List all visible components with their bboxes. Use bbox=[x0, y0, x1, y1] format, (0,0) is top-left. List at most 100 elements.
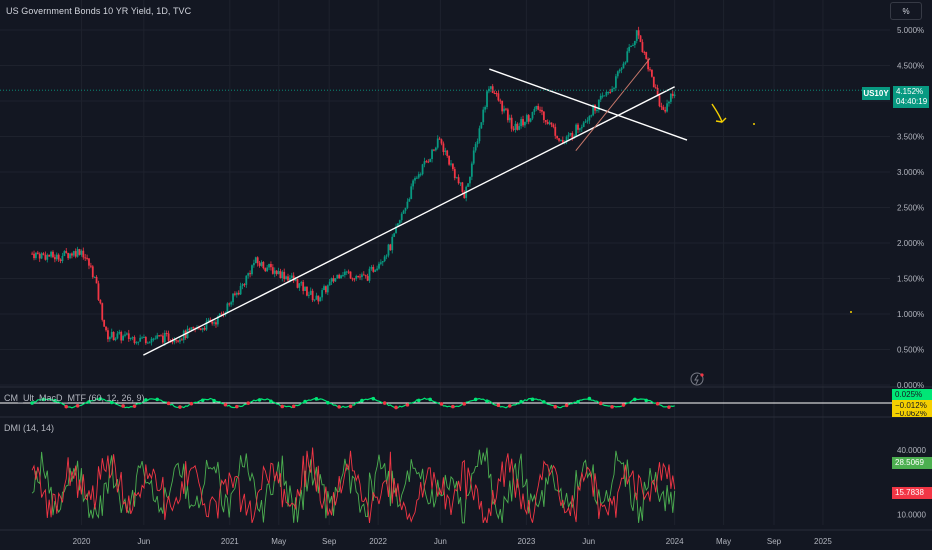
candle-body bbox=[408, 199, 410, 202]
candle-body bbox=[560, 140, 562, 141]
candle-body bbox=[443, 144, 445, 152]
macd-dot bbox=[258, 398, 262, 402]
macd-dot bbox=[303, 400, 307, 404]
candle-body bbox=[645, 52, 647, 59]
candle-body bbox=[79, 249, 81, 255]
candle-body bbox=[516, 124, 518, 130]
macd-dot bbox=[371, 397, 375, 401]
macd-dot bbox=[565, 404, 569, 408]
unit-toggle-button[interactable]: % bbox=[890, 2, 922, 20]
candle-body bbox=[266, 267, 268, 271]
last-price-value: 4.152% bbox=[896, 87, 929, 97]
candle-body bbox=[181, 339, 183, 340]
candle-body bbox=[262, 262, 264, 268]
macd-dot bbox=[394, 406, 398, 410]
candle-body bbox=[175, 340, 177, 341]
candle-body bbox=[270, 264, 272, 267]
candle-body bbox=[653, 77, 655, 88]
candle-body bbox=[480, 122, 482, 128]
candle-body bbox=[467, 183, 469, 186]
candle-body bbox=[556, 136, 558, 138]
candle-body bbox=[405, 208, 407, 211]
candle-body bbox=[624, 62, 626, 63]
candle-body bbox=[543, 112, 545, 120]
candle-body bbox=[247, 273, 249, 275]
candle-body bbox=[602, 96, 604, 97]
macd-dot bbox=[428, 398, 432, 402]
candle-body bbox=[399, 220, 401, 223]
candle-body bbox=[333, 278, 335, 281]
macd-dot bbox=[576, 400, 580, 404]
candle-body bbox=[471, 164, 473, 177]
candle-body bbox=[554, 127, 556, 136]
candle-body bbox=[505, 109, 507, 110]
bar-countdown: 04:40:19 bbox=[896, 97, 929, 107]
candle-body bbox=[90, 266, 92, 267]
macd-dot bbox=[610, 405, 614, 409]
candle-body bbox=[482, 110, 484, 123]
x-axis-tick-label: May bbox=[716, 537, 731, 546]
candle-body bbox=[41, 253, 43, 258]
candle-body bbox=[60, 260, 62, 262]
candle-body bbox=[200, 329, 202, 330]
candle-body bbox=[407, 202, 409, 208]
macd-dot bbox=[451, 405, 455, 409]
candle-body bbox=[348, 272, 350, 273]
candle-body bbox=[393, 233, 395, 236]
candle-body bbox=[651, 70, 653, 77]
candle-body bbox=[479, 128, 481, 141]
macd-dot bbox=[542, 400, 546, 404]
candle-body bbox=[226, 303, 228, 312]
candle-body bbox=[103, 320, 105, 327]
candle-body bbox=[439, 139, 441, 140]
x-axis-tick-label: 2023 bbox=[517, 537, 535, 546]
candle-body bbox=[168, 333, 170, 340]
candle-body bbox=[448, 156, 450, 165]
candle-body bbox=[515, 124, 517, 130]
candle-body bbox=[600, 96, 602, 100]
candle-body bbox=[441, 139, 443, 143]
candle-body bbox=[190, 327, 192, 329]
candle-body bbox=[145, 337, 147, 343]
candle-body bbox=[230, 302, 232, 304]
macd-dot bbox=[178, 405, 182, 409]
macd-dot bbox=[497, 403, 501, 407]
candle-body bbox=[75, 251, 77, 257]
x-axis-tick-label: Jun bbox=[137, 537, 150, 546]
x-axis-tick-label: 2024 bbox=[666, 537, 684, 546]
candle-body bbox=[537, 106, 539, 110]
candle-body bbox=[134, 337, 136, 343]
macd-dot bbox=[417, 399, 421, 403]
last-price-box: 4.152% 04:40:19 bbox=[893, 86, 929, 108]
candle-body bbox=[372, 267, 374, 272]
candle-body bbox=[153, 339, 155, 340]
candle-body bbox=[530, 118, 532, 121]
candle-body bbox=[259, 263, 261, 266]
candle-body bbox=[312, 291, 314, 300]
macd-dot bbox=[64, 405, 68, 409]
candle-body bbox=[623, 64, 625, 69]
candle-body bbox=[384, 257, 386, 262]
candle-body bbox=[56, 255, 58, 259]
candle-body bbox=[370, 267, 372, 269]
candle-body bbox=[363, 274, 365, 275]
candle-body bbox=[619, 70, 621, 72]
candle-body bbox=[460, 182, 462, 183]
candle-body bbox=[353, 279, 355, 280]
candle-body bbox=[386, 255, 388, 256]
candle-body bbox=[232, 294, 234, 303]
dmi-pane bbox=[32, 448, 675, 523]
candle-body bbox=[177, 341, 179, 342]
dmi-title: DMI (14, 14) bbox=[4, 423, 54, 433]
candle-body bbox=[151, 339, 153, 343]
dmi-axis-tick-label: 10.0000 bbox=[897, 510, 926, 519]
candle-body bbox=[46, 255, 48, 260]
candle-body bbox=[425, 161, 427, 162]
y-axis-tick-label: 2.000% bbox=[897, 239, 924, 248]
macd-dot bbox=[644, 399, 648, 403]
candle-body bbox=[380, 262, 382, 263]
candle-body bbox=[499, 100, 501, 101]
macd-dot bbox=[121, 404, 125, 408]
candle-body bbox=[242, 284, 244, 286]
